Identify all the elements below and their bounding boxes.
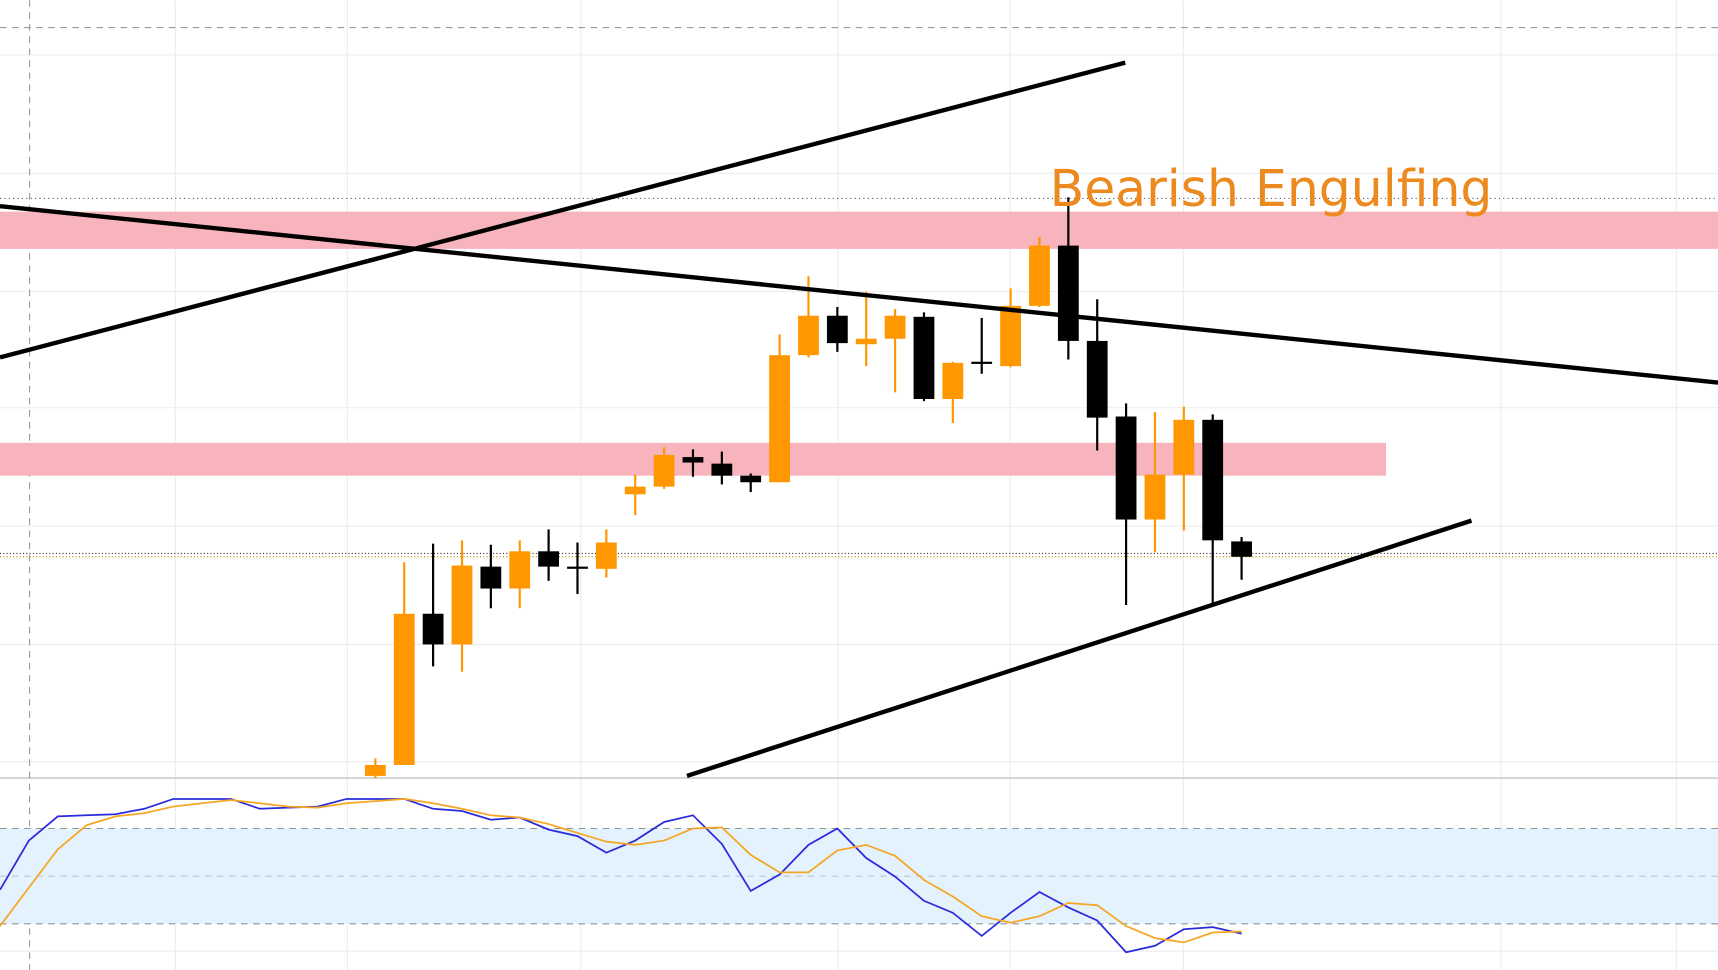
stochastic-pane <box>0 798 1718 954</box>
candle-body <box>567 566 588 569</box>
candle-body <box>1000 305 1021 367</box>
candle-body <box>1086 340 1108 418</box>
candle-body <box>538 551 559 567</box>
candle-body <box>653 454 675 487</box>
candle-body <box>855 338 877 345</box>
candle-body <box>1029 245 1050 306</box>
candle-body <box>798 315 819 356</box>
candle-body <box>971 361 993 364</box>
candle-body <box>393 613 415 765</box>
candle-body <box>711 463 733 476</box>
trendline <box>0 203 1718 385</box>
candle-body <box>422 613 444 645</box>
candle-body <box>1115 416 1137 520</box>
candle-body <box>1144 474 1166 520</box>
candle-body <box>509 551 531 589</box>
candle-body <box>1173 419 1195 475</box>
trendlines <box>0 60 1718 778</box>
stoch-line <box>0 798 1242 954</box>
candles <box>364 197 1252 779</box>
candle-body <box>826 315 848 344</box>
candle-body <box>480 566 502 589</box>
stoch-band <box>0 828 1718 924</box>
candle-body <box>1231 541 1252 557</box>
candle-body <box>740 475 762 483</box>
annotation: Bearish Engulfing <box>1050 159 1493 218</box>
candle-body <box>451 565 473 645</box>
candle-body <box>884 315 906 339</box>
candle-body <box>942 362 964 399</box>
candle-body <box>595 542 617 569</box>
candle-body <box>1202 419 1224 541</box>
stoch-line <box>0 798 1242 944</box>
candle-body <box>624 486 646 495</box>
candle-body <box>769 355 790 483</box>
trendline <box>0 60 1126 360</box>
candle-body <box>364 764 386 776</box>
candle-body <box>1057 245 1079 341</box>
candle-body <box>682 457 704 463</box>
candle-body <box>913 316 935 399</box>
trendline <box>686 518 1473 778</box>
resistance-zone <box>0 211 1718 249</box>
